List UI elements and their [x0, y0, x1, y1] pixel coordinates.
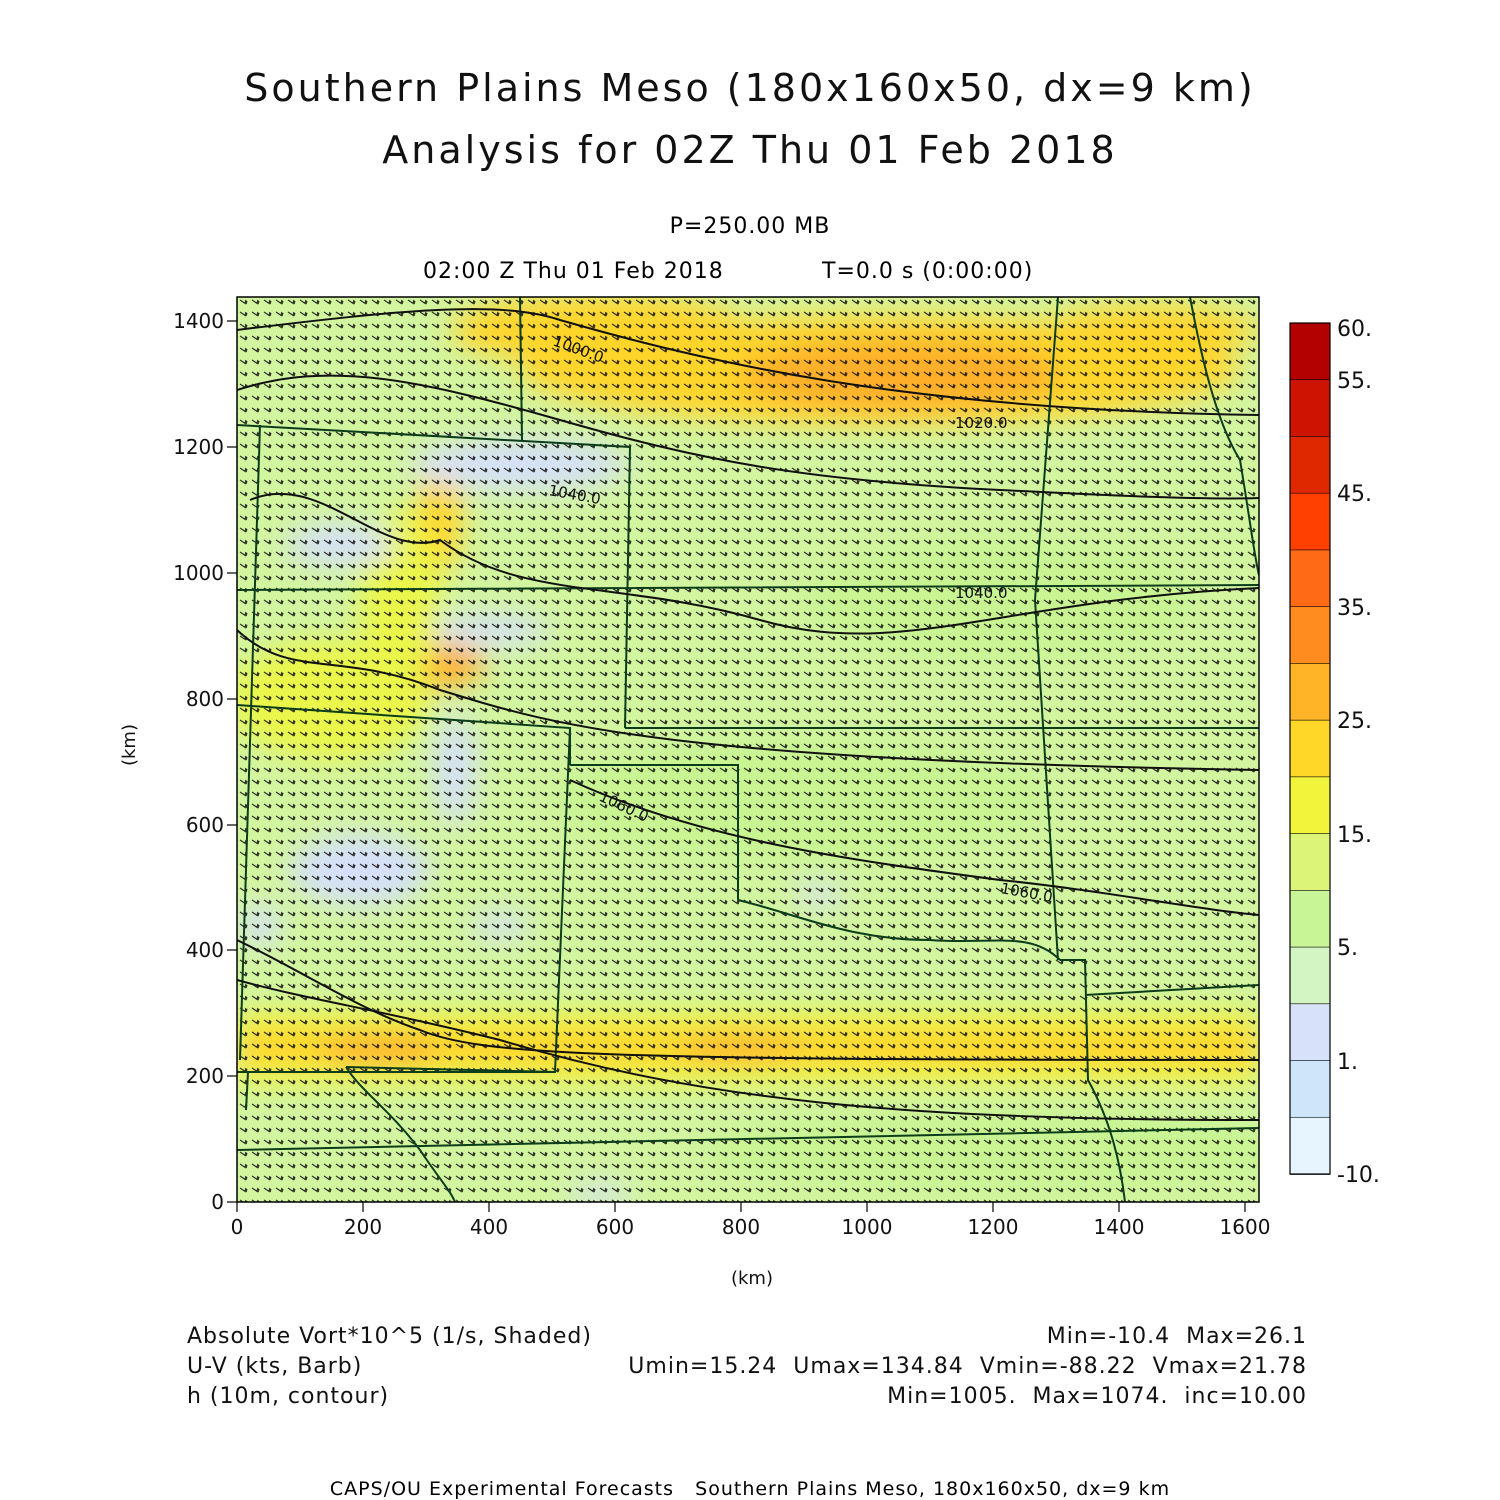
y-axis: 0 200 400 600 800 1000 1200 1400 (km) [119, 309, 237, 1214]
y-tick-label: 1200 [173, 435, 224, 459]
pressure-level: P=250.00 MB [669, 214, 831, 239]
x-tick-label: 800 [722, 1215, 760, 1239]
y-tick-label: 1000 [173, 561, 224, 585]
colorbar-segment [1289, 606, 1331, 665]
colorbar-segment [1289, 719, 1331, 778]
y-tick-label: 800 [186, 687, 224, 711]
wind-barbs [237, 297, 1259, 1202]
x-axis-label: (km) [731, 1268, 773, 1289]
y-tick-label: 1400 [173, 309, 224, 333]
x-tick-label: 1200 [968, 1215, 1019, 1239]
colorbar-segment [1289, 1116, 1331, 1175]
x-tick-label: 1000 [842, 1215, 893, 1239]
legend-field1-label: Absolute Vort*10^5 (1/s, Shaded) [187, 1324, 592, 1349]
map-title-line1: Southern Plains Meso (180x160x50, dx=9 k… [244, 66, 1256, 110]
x-tick-label: 1400 [1094, 1215, 1145, 1239]
colorbar-segment [1289, 946, 1331, 1005]
map-title-line2: Analysis for 02Z Thu 01 Feb 2018 [382, 128, 1118, 172]
legend-field2-stats: Umin=15.24 Umax=134.84 Vmin=-88.22 Vmax=… [628, 1354, 1307, 1379]
colorbar-label: 45. [1337, 482, 1372, 507]
x-tick-label: 600 [596, 1215, 634, 1239]
height-contours [237, 308, 1259, 1121]
colorbar-segments [1289, 322, 1331, 1175]
colorbar-segment [1289, 833, 1331, 892]
simulation-time: T=0.0 s (0:00:00) [822, 259, 1034, 284]
colorbar-label: 60. [1337, 317, 1372, 342]
colorbar-segment [1289, 1003, 1331, 1062]
x-tick-label: 400 [470, 1215, 508, 1239]
colorbar-segment [1289, 890, 1331, 948]
credit-line: CAPS/OU Experimental Forecasts Southern … [329, 1478, 1171, 1500]
colorbar-frame [1289, 322, 1331, 1175]
x-tick-label: 200 [344, 1215, 382, 1239]
y-axis-label: (km) [119, 724, 140, 766]
contour-label: 1020.0 [955, 414, 1008, 432]
contour-label: 1040.0 [955, 584, 1008, 602]
y-tick-label: 200 [186, 1064, 224, 1088]
y-tick-label: 400 [186, 938, 224, 962]
plot-frame [236, 296, 1260, 1203]
colorbar-segment [1289, 436, 1331, 495]
colorbar-segment [1289, 549, 1331, 608]
map-area: 1000.0 1020.0 1040.0 1040.0 1060.0 1060.… [237, 297, 1259, 1202]
x-axis: 0 200 400 600 800 1000 1200 1400 1600 (k… [231, 1202, 1271, 1289]
colorbar-segment [1289, 1060, 1331, 1119]
colorbar-segment [1289, 322, 1331, 381]
legend-field1-stats: Min=-10.4 Max=26.1 [1046, 1324, 1307, 1349]
colorbar: 60. 55. 45. 35. 25. 15. 5. 1. -10. [1289, 317, 1380, 1188]
x-tick-label: 1600 [1220, 1215, 1271, 1239]
colorbar-segment [1289, 663, 1331, 721]
colorbar-label: 25. [1337, 709, 1372, 734]
colorbar-label: 55. [1337, 369, 1372, 394]
legend-field3-label: h (10m, contour) [187, 1384, 390, 1409]
colorbar-segment [1289, 379, 1331, 438]
colorbar-label: 1. [1337, 1050, 1358, 1075]
valid-time: 02:00 Z Thu 01 Feb 2018 [423, 259, 724, 284]
colorbar-segment [1289, 776, 1331, 835]
y-tick-label: 600 [186, 813, 224, 837]
legend-field3-stats: Min=1005. Max=1074. inc=10.00 [887, 1384, 1307, 1409]
x-tick-label: 0 [231, 1215, 244, 1239]
y-tick-label: 0 [211, 1190, 224, 1214]
legend-field2-label: U-V (kts, Barb) [187, 1354, 363, 1379]
colorbar-label: -10. [1337, 1163, 1380, 1188]
colorbar-label: 15. [1337, 823, 1372, 848]
colorbar-segment [1289, 492, 1331, 551]
colorbar-label: 5. [1337, 936, 1358, 961]
state-boundaries [237, 297, 1259, 1202]
colorbar-label: 35. [1337, 596, 1372, 621]
